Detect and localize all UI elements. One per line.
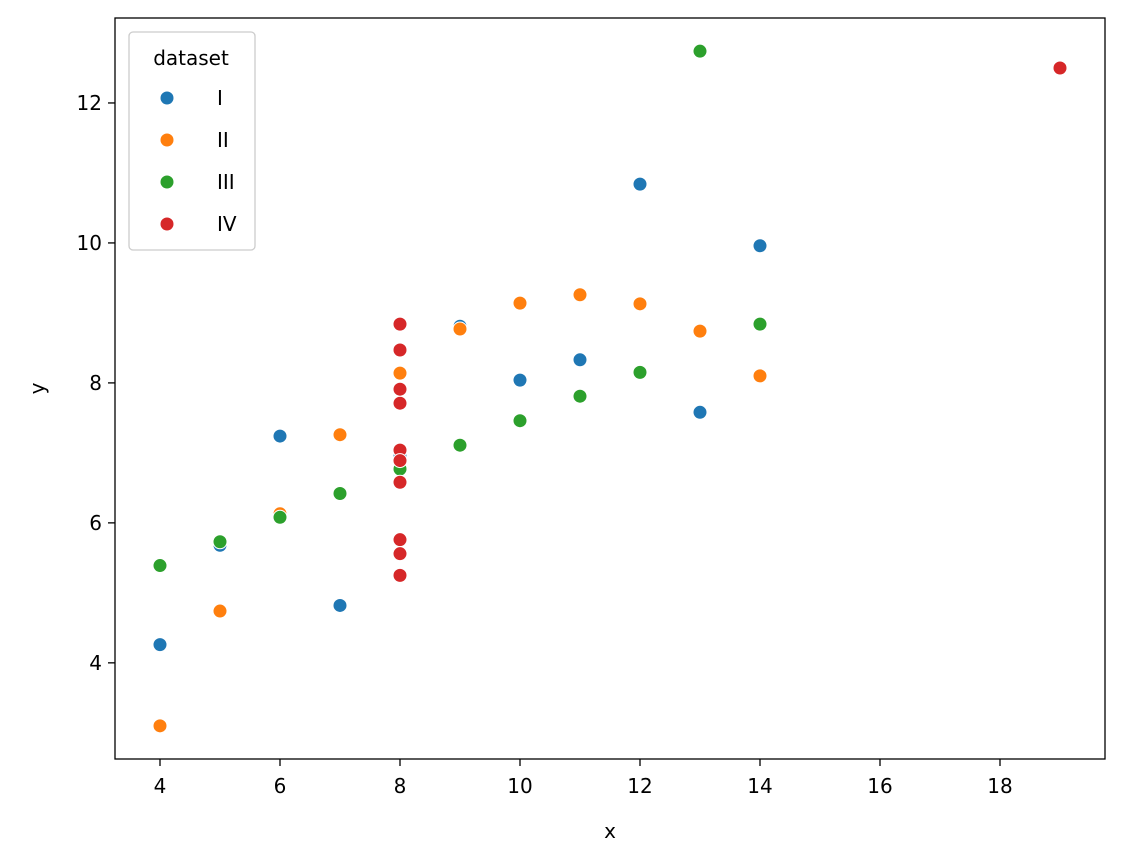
data-point-i bbox=[692, 404, 708, 420]
x-tick-label: 14 bbox=[747, 774, 772, 798]
data-point-iii bbox=[452, 437, 468, 453]
y-tick-label: 4 bbox=[89, 651, 102, 675]
data-point-ii bbox=[692, 323, 708, 339]
x-tick-label: 12 bbox=[627, 774, 652, 798]
data-point-ii bbox=[212, 603, 228, 619]
data-point-iii bbox=[152, 558, 168, 574]
axes-frame bbox=[114, 17, 1106, 760]
legend-label: II bbox=[217, 128, 229, 152]
data-point-iv bbox=[392, 532, 408, 548]
data-point-iv bbox=[392, 381, 408, 397]
data-point-iii bbox=[752, 316, 768, 332]
data-point-iii bbox=[512, 413, 528, 429]
x-tick-label: 4 bbox=[154, 774, 167, 798]
data-point-iv bbox=[392, 395, 408, 411]
x-axis-label: x bbox=[604, 819, 616, 843]
data-point-iv bbox=[392, 567, 408, 583]
y-axis-label: y bbox=[25, 382, 49, 394]
y-tick-label: 12 bbox=[77, 91, 102, 115]
legend-label: III bbox=[217, 170, 235, 194]
data-point-iii bbox=[632, 364, 648, 380]
data-point-ii bbox=[392, 365, 408, 381]
data-point-i bbox=[272, 428, 288, 444]
legend-marker bbox=[159, 216, 175, 232]
legend-box bbox=[128, 31, 256, 251]
data-point-i bbox=[572, 352, 588, 368]
data-point-iv bbox=[392, 453, 408, 469]
data-point-iv bbox=[392, 546, 408, 562]
legend-marker bbox=[159, 174, 175, 190]
y-tick-label: 10 bbox=[77, 231, 102, 255]
data-point-i bbox=[752, 238, 768, 254]
data-point-iii bbox=[332, 485, 348, 501]
legend-marker bbox=[159, 132, 175, 148]
data-point-ii bbox=[452, 321, 468, 337]
data-point-ii bbox=[512, 295, 528, 311]
data-point-iii bbox=[212, 534, 228, 550]
data-point-iii bbox=[692, 43, 708, 59]
y-axis-ticks: 4 6 8 10 12 bbox=[77, 91, 115, 675]
data-point-ii bbox=[332, 427, 348, 443]
data-point-ii bbox=[752, 368, 768, 384]
data-point-i bbox=[152, 637, 168, 653]
data-point-iii bbox=[272, 509, 288, 525]
x-tick-label: 8 bbox=[394, 774, 407, 798]
y-tick-label: 6 bbox=[89, 511, 102, 535]
legend-label: I bbox=[217, 86, 223, 110]
x-tick-label: 10 bbox=[507, 774, 532, 798]
x-tick-label: 6 bbox=[274, 774, 287, 798]
data-point-ii bbox=[152, 718, 168, 734]
data-point-ii bbox=[572, 287, 588, 303]
legend-title: dataset bbox=[153, 46, 229, 70]
data-point-i bbox=[512, 372, 528, 388]
x-tick-label: 18 bbox=[987, 774, 1012, 798]
data-point-iv bbox=[392, 316, 408, 332]
x-tick-label: 16 bbox=[867, 774, 892, 798]
data-point-iv bbox=[392, 342, 408, 358]
data-points bbox=[152, 43, 1068, 734]
legend-label: IV bbox=[217, 212, 237, 236]
data-point-ii bbox=[632, 296, 648, 312]
data-point-i bbox=[632, 176, 648, 192]
data-point-iii bbox=[572, 388, 588, 404]
x-axis-ticks: 4 6 8 10 12 14 16 18 bbox=[154, 759, 1013, 798]
data-point-i bbox=[332, 597, 348, 613]
data-point-iv bbox=[392, 474, 408, 490]
y-tick-label: 8 bbox=[89, 371, 102, 395]
data-point-iv bbox=[1052, 60, 1068, 76]
legend-marker bbox=[159, 90, 175, 106]
